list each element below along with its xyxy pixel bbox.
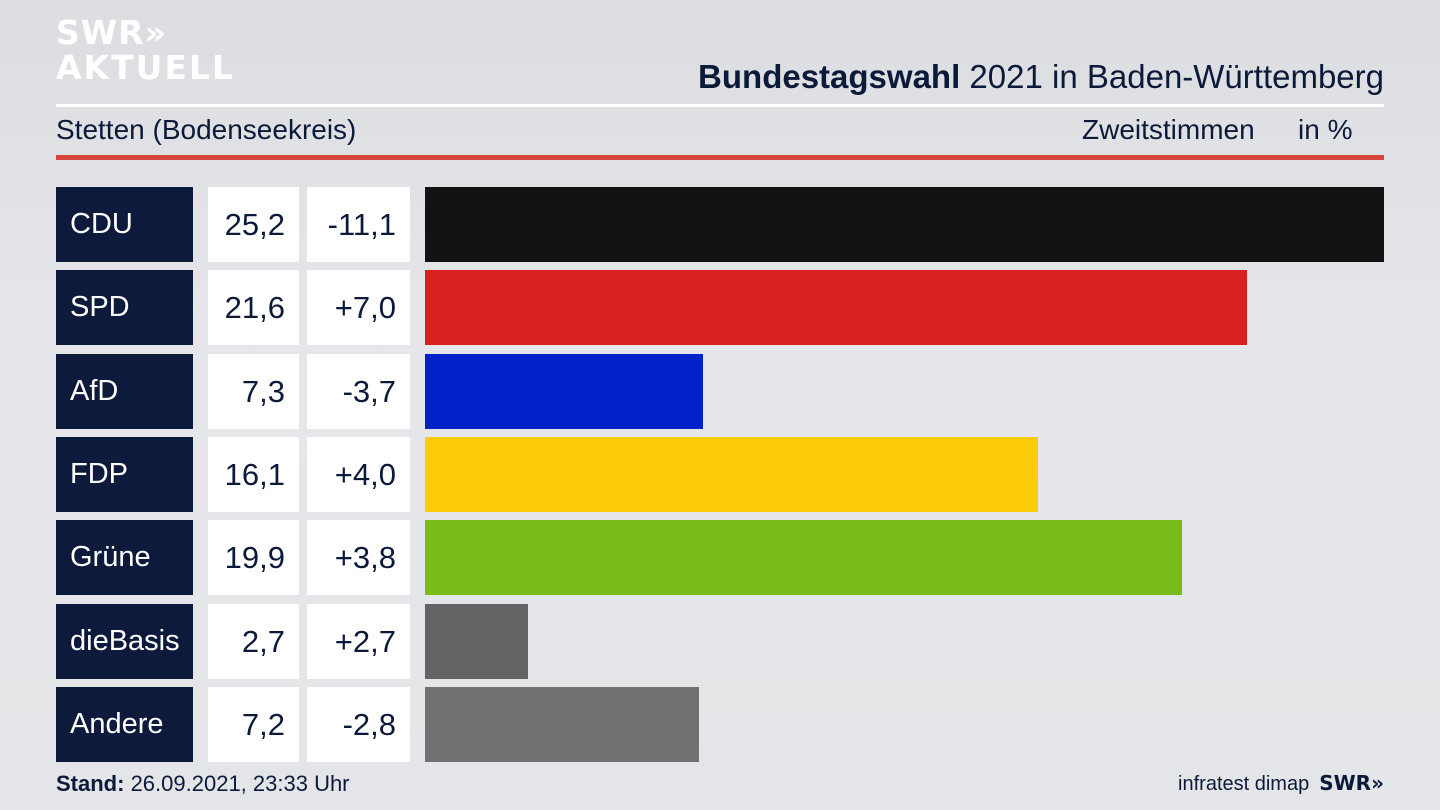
party-label: CDU — [56, 187, 193, 262]
header-divider — [56, 104, 1384, 107]
vote-share-bar — [425, 603, 528, 679]
accent-divider — [56, 155, 1384, 160]
party-label: Grüne — [56, 520, 193, 596]
chart-title: Bundestagswahl 2021 in Baden-Württemberg — [698, 58, 1384, 96]
result-row: CDU 25,2 -11,1 — [0, 187, 1440, 262]
party-label: SPD — [56, 270, 193, 346]
change-value: +4,0 — [307, 436, 410, 512]
vote-share-value: 21,6 — [208, 270, 299, 346]
change-value: -2,8 — [307, 686, 410, 762]
vote-share-value: 19,9 — [208, 520, 299, 596]
change-value: +2,7 — [307, 603, 410, 679]
change-value: -11,1 — [307, 187, 410, 262]
region-label: Stetten (Bodenseekreis) — [56, 114, 357, 145]
vote-share-bar — [425, 270, 1247, 346]
change-value: +7,0 — [307, 270, 410, 346]
timestamp: Stand: 26.09.2021, 23:33 Uhr — [56, 771, 350, 797]
chart-title-bold: Bundestagswahl — [698, 58, 961, 95]
result-row: dieBasis 2,7 +2,7 — [0, 603, 1440, 679]
vote-share-bar — [425, 686, 699, 762]
vote-share-bar — [425, 520, 1183, 596]
result-row: Andere 7,2 -2,8 — [0, 686, 1440, 762]
vote-share-bar — [425, 436, 1038, 512]
unit-label: in % — [1298, 114, 1353, 145]
party-label: Andere — [56, 686, 193, 762]
vote-share-bar — [425, 187, 1384, 262]
measure-label: Zweitstimmen — [1082, 114, 1255, 145]
change-value: +3,8 — [307, 520, 410, 596]
vote-share-value: 7,2 — [208, 686, 299, 762]
result-row: FDP 16,1 +4,0 — [0, 436, 1440, 512]
logo-line-1: SWR» — [56, 13, 167, 52]
vote-share-bar — [425, 353, 703, 429]
vote-share-value: 2,7 — [208, 603, 299, 679]
vote-share-value: 25,2 — [208, 187, 299, 262]
party-label: AfD — [56, 353, 193, 429]
chart-title-rest: 2021 in Baden-Württemberg — [960, 58, 1384, 95]
change-value: -3,7 — [307, 353, 410, 429]
result-row: AfD 7,3 -3,7 — [0, 353, 1440, 429]
swr-footer-logo: SWR» — [1319, 771, 1384, 795]
source-label: infratest dimap — [1178, 773, 1310, 795]
timestamp-value: 26.09.2021, 23:33 Uhr — [124, 771, 350, 796]
source-credit: infratest dimap SWR» — [1178, 771, 1384, 796]
party-label: dieBasis — [56, 603, 193, 679]
vote-share-value: 7,3 — [208, 353, 299, 429]
vote-share-value: 16,1 — [208, 436, 299, 512]
result-row: SPD 21,6 +7,0 — [0, 270, 1440, 346]
logo-line-2: AKTUELL — [56, 48, 236, 87]
timestamp-label: Stand: — [56, 771, 125, 796]
party-label: FDP — [56, 436, 193, 512]
result-row: Grüne 19,9 +3,8 — [0, 520, 1440, 596]
swr-aktuell-logo: SWR» AKTUELL — [56, 16, 235, 84]
